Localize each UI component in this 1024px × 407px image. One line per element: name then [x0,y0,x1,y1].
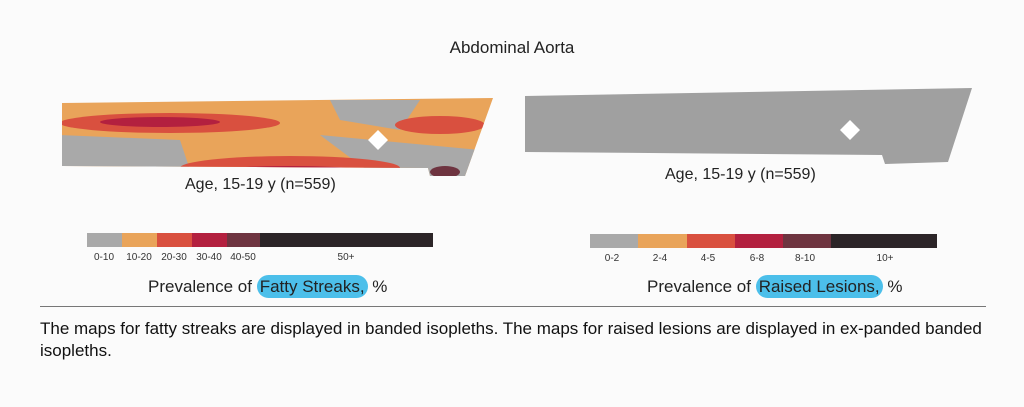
aorta-maps [62,88,972,176]
legend-label: 10+ [876,253,894,264]
divider [40,306,986,307]
legend-label: 10-20 [126,252,152,263]
legend-label: 8-10 [794,253,816,264]
raised-lesions-map [525,88,972,164]
legend-label: 6-8 [749,253,765,264]
fatty-streaks-map [62,98,493,176]
legend-swatch [735,234,783,248]
legend-swatch [87,233,122,247]
caption-prefix: Prevalence of [148,277,257,296]
highlight: Fatty Streaks, [256,275,368,298]
legend-label: 50+ [337,252,355,263]
legend-label: 4-5 [700,253,716,264]
legend-label: 2-4 [652,253,668,264]
legend-swatch [783,234,831,248]
highlight: Raised Lesions, [755,275,883,298]
legend-swatch [157,233,192,247]
legend-label: 0-10 [93,252,115,263]
legend-swatch [590,234,638,248]
legend-label: 20-30 [161,252,187,263]
legend-swatch [638,234,687,248]
legend-swatch [687,234,735,248]
legend-swatch [227,233,260,247]
legend-swatch [122,233,157,247]
legend-swatch [831,234,937,248]
legend-label: 30-40 [196,252,222,263]
caption-prefix: Prevalence of [647,277,756,296]
legend-swatch [192,233,227,247]
legend-label: 40-50 [230,252,256,263]
figure-caption: The maps for fatty streaks are displayed… [40,319,982,360]
figure-title: Abdominal Aorta [449,38,575,57]
legend-caption-right: Prevalence of Raised Lesions, % [647,275,903,298]
legend-bars [87,233,937,248]
caption-suffix: % [367,277,388,296]
legend-caption-left: Prevalence of Fatty Streaks, % [148,275,388,298]
legend-label: 0-2 [604,253,620,264]
legend-swatch [260,233,433,247]
age-label-left: Age, 15-19 y (n=559) [185,176,336,193]
age-label-right: Age, 15-19 y (n=559) [665,166,816,183]
caption-suffix: % [882,277,903,296]
